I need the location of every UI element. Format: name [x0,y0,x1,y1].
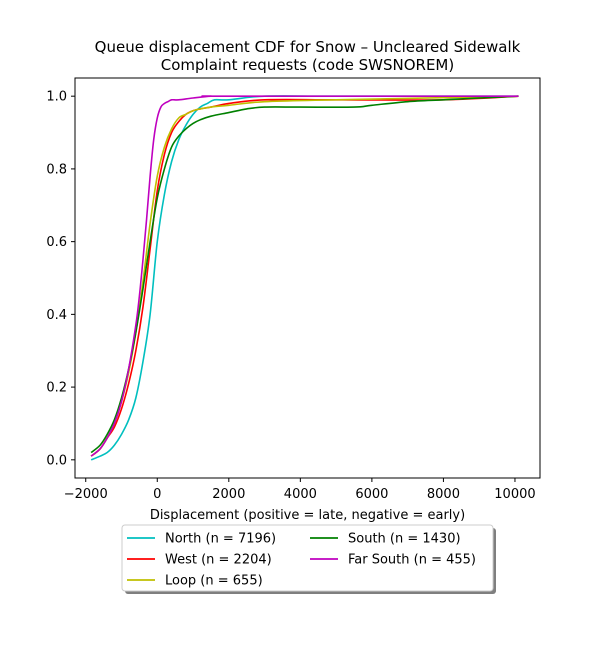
x-axis-label: Displacement (positive = late, negative … [150,508,465,523]
legend-box [121,524,494,592]
y-tick-label: 0.0 [46,453,67,468]
series-line-2 [90,95,519,457]
y-tick-label: 1.0 [46,90,67,105]
x-tick-label: 2000 [212,487,245,502]
chart-title: Queue displacement CDF for Snow – Unclea… [95,38,521,74]
series-line-4 [90,95,519,457]
legend: North (n = 7196) West (n = 2204) Loop (n =… [121,524,496,594]
x-tick-label: 8000 [427,487,460,502]
x-axis-ticks: −2000 0 2000 4000 6000 8000 10000 [64,478,536,502]
series-line-0 [90,95,519,461]
y-tick-label: 0.2 [46,381,67,396]
y-axis-ticks: 0.0 0.2 0.4 0.6 0.8 1.0 [46,90,75,468]
y-tick-label: 0.4 [46,308,67,323]
chart-title-line: Complaint requests (code SWSNOREM) [161,56,454,74]
legend-entry: West (n = 2204) [165,553,272,568]
y-tick-label: 0.6 [46,235,67,250]
legend-entry: Loop (n = 655) [165,574,263,589]
series-line-1 [90,95,519,457]
x-tick-label: 6000 [355,487,388,502]
x-tick-label: 0 [153,487,161,502]
x-tick-label: 10000 [494,487,535,502]
axes-frame [74,77,541,479]
chart-title-line: Queue displacement CDF for Snow – Unclea… [95,38,521,56]
x-tick-label: −2000 [64,487,108,502]
legend-entry: Far South (n = 455) [348,553,476,568]
series-layer [90,95,519,461]
legend-entry: North (n = 7196) [165,532,276,547]
x-tick-label: 4000 [284,487,317,502]
series-line-3 [90,95,519,454]
legend-entry: South (n = 1430) [348,532,461,547]
y-tick-label: 0.8 [46,162,67,177]
